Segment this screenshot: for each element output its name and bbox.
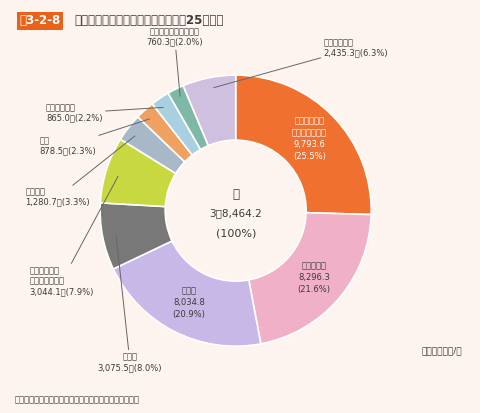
Text: 計: 計 — [232, 188, 239, 201]
Wedge shape — [113, 241, 260, 346]
Text: 産業廃棄物の業種別排出量（平成25年度）: 産業廃棄物の業種別排出量（平成25年度） — [74, 14, 224, 27]
Wedge shape — [168, 85, 208, 150]
Wedge shape — [235, 75, 371, 215]
Text: 単位：万トン/年: 単位：万トン/年 — [420, 346, 461, 355]
Text: 鉱業
878.5　(2.3%): 鉱業 878.5 (2.3%) — [39, 119, 149, 155]
Wedge shape — [120, 117, 184, 173]
Wedge shape — [183, 75, 235, 146]
Text: 3億8,464.2: 3億8,464.2 — [209, 208, 262, 218]
Text: 建設業
8,034.8
(20.9%): 建設業 8,034.8 (20.9%) — [172, 286, 205, 319]
Text: 窯業・土石製品製造業
760.3　(2.0%): 窯業・土石製品製造業 760.3 (2.0%) — [146, 27, 203, 96]
Wedge shape — [100, 203, 172, 269]
Wedge shape — [138, 104, 192, 162]
Text: 電気・ガス・
熱供給・水道業
9,793.6
(25.5%): 電気・ガス・ 熱供給・水道業 9,793.6 (25.5%) — [291, 116, 326, 161]
Text: 鉄鋼業
3,075.5　(8.0%): 鉄鋼業 3,075.5 (8.0%) — [97, 237, 162, 372]
Text: 図3-2-8: 図3-2-8 — [19, 14, 60, 27]
Wedge shape — [152, 93, 200, 155]
Text: (100%): (100%) — [215, 229, 255, 239]
Text: パルプ・紙・
紙加工品製造業
3,044.1　(7.9%): パルプ・紙・ 紙加工品製造業 3,044.1 (7.9%) — [30, 176, 118, 296]
Text: 化学工業
1,280.7　(3.3%): 化学工業 1,280.7 (3.3%) — [25, 136, 135, 207]
Wedge shape — [100, 139, 175, 206]
Text: 食料品製造業
865.0　(2.2%): 食料品製造業 865.0 (2.2%) — [46, 103, 163, 123]
Wedge shape — [248, 213, 371, 344]
Text: 資料：環境省「産業廃棄物排出・処理状況調査報告書」: 資料：環境省「産業廃棄物排出・処理状況調査報告書」 — [14, 395, 139, 404]
Text: その他の業種
2,435.3　(6.3%): その他の業種 2,435.3 (6.3%) — [213, 38, 388, 88]
Text: 農業、林業
8,296.3
(21.6%): 農業、林業 8,296.3 (21.6%) — [297, 261, 330, 294]
